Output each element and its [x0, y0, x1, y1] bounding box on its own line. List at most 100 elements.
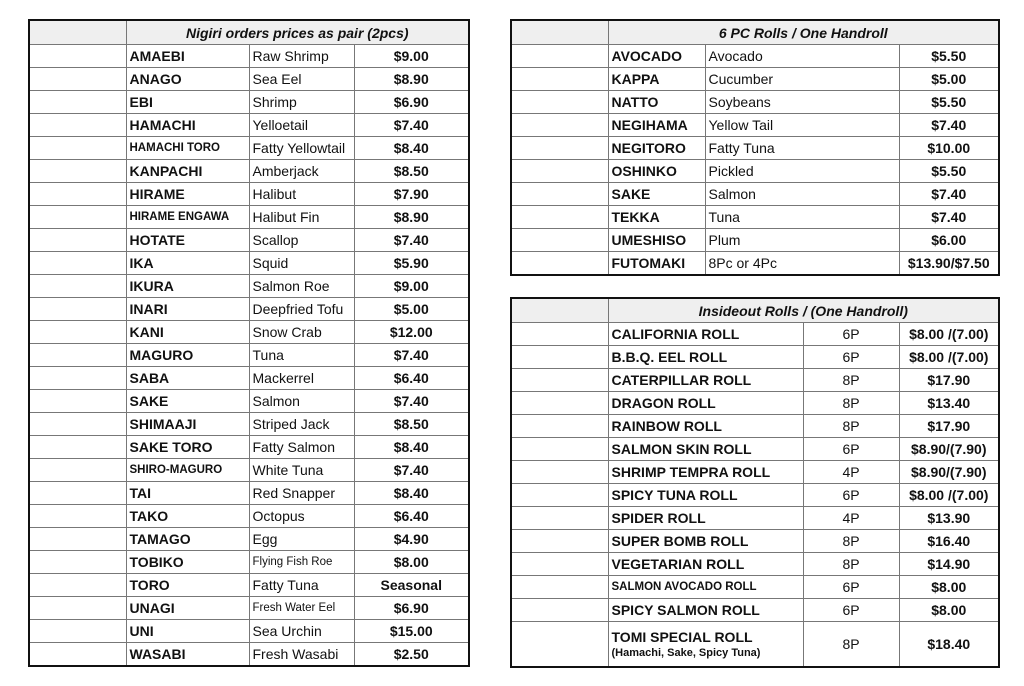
menu-row: HIRAME ENGAWA Halibut Fin $8.90	[28, 205, 470, 229]
menu-row: SHIMAAJI Striped Jack $8.50	[28, 412, 470, 436]
item-name: TOMI SPECIAL ROLL (Hamachi, Sake, Spicy T…	[607, 621, 804, 668]
item-detail: Sea Eel	[248, 67, 355, 91]
blank-cell	[510, 297, 609, 323]
menu-row: TAMAGO Egg $4.90	[28, 527, 470, 551]
item-name-text: HOTATE	[129, 232, 185, 248]
item-detail: 6P	[802, 437, 900, 461]
item-name: INARI	[125, 297, 250, 321]
blank-cell	[28, 596, 127, 620]
item-detail: 8P	[802, 621, 900, 668]
blank-cell	[28, 642, 127, 667]
rolls-table: 6 PC Rolls / One Handroll AVOCADO Avocado $…	[510, 19, 1000, 276]
menu-row: EBI Shrimp $6.90	[28, 90, 470, 114]
item-name-text: UNI	[129, 623, 154, 639]
blank-cell	[28, 113, 127, 137]
item-name: NEGITORO	[607, 136, 706, 160]
item-price: $8.90	[353, 67, 470, 91]
item-detail: Red Snapper	[248, 481, 355, 505]
menu-row: SAKE TORO Fatty Salmon $8.40	[28, 435, 470, 459]
item-name: CALIFORNIA ROLL	[607, 322, 804, 346]
item-detail: Cucumber	[704, 67, 900, 91]
item-name-text: TOBIKO	[129, 554, 184, 570]
blank-cell	[510, 506, 609, 530]
menu-row: TOBIKO Flying Fish Roe $8.00	[28, 550, 470, 574]
item-name: NEGIHAMA	[607, 113, 706, 137]
item-name-text: HIRAME ENGAWA	[129, 211, 230, 223]
item-name: SABA	[125, 366, 250, 390]
item-name-text: UMESHISO	[611, 232, 687, 248]
blank-cell	[28, 251, 127, 275]
blank-cell	[28, 481, 127, 505]
item-name-text: SAKE TORO	[129, 439, 213, 455]
blank-cell	[28, 136, 127, 160]
item-detail: 8P	[802, 391, 900, 415]
menu-row: DRAGON ROLL 8P $13.40	[510, 391, 1000, 415]
item-detail: Mackerrel	[248, 366, 355, 390]
item-name: KAPPA	[607, 67, 706, 91]
item-detail: Salmon Roe	[248, 274, 355, 298]
blank-cell	[510, 414, 609, 438]
blank-cell	[28, 458, 127, 482]
blank-cell	[510, 113, 609, 137]
item-detail: Fatty Salmon	[248, 435, 355, 459]
item-name: AVOCADO	[607, 44, 706, 68]
menu-row: NATTO Soybeans $5.50	[510, 90, 1000, 114]
item-price: $7.40	[898, 182, 1000, 206]
item-detail: 8P	[802, 414, 900, 438]
item-name-text: AVOCADO	[611, 48, 683, 64]
menu-row: UNI Sea Urchin $15.00	[28, 619, 470, 643]
blank-cell	[510, 621, 609, 668]
item-price: $5.00	[353, 297, 470, 321]
item-detail: 6P	[802, 575, 900, 599]
menu-row: UMESHISO Plum $6.00	[510, 228, 1000, 252]
blank-cell	[28, 19, 127, 45]
header-row: Nigiri orders prices as pair (2pcs)	[28, 19, 470, 45]
item-name: EBI	[125, 90, 250, 114]
item-name: DRAGON ROLL	[607, 391, 804, 415]
item-price: $8.00	[353, 550, 470, 574]
item-name: SALMON AVOCADO ROLL	[607, 575, 804, 599]
item-detail: 8P	[802, 552, 900, 576]
menu-row: AVOCADO Avocado $5.50	[510, 44, 1000, 68]
item-detail: Snow Crab	[248, 320, 355, 344]
item-name: TAI	[125, 481, 250, 505]
blank-cell	[510, 575, 609, 599]
menu-row: WASABI Fresh Wasabi $2.50	[28, 642, 470, 667]
item-name-text: OSHINKO	[611, 163, 677, 179]
item-detail: 6P	[802, 345, 900, 369]
item-name: NATTO	[607, 90, 706, 114]
menu-row: HAMACHI TORO Fatty Yellowtail $8.40	[28, 136, 470, 160]
menu-row: SPIDER ROLL 4P $13.90	[510, 506, 1000, 530]
item-detail: Halibut	[248, 182, 355, 206]
menu-row: TEKKA Tuna $7.40	[510, 205, 1000, 229]
item-price: $8.90	[353, 205, 470, 229]
item-detail: Avocado	[704, 44, 900, 68]
menu-row: CATERPILLAR ROLL 8P $17.90	[510, 368, 1000, 392]
item-name: UMESHISO	[607, 228, 706, 252]
item-name-text: TEKKA	[611, 209, 660, 225]
item-price: $13.90	[898, 506, 1000, 530]
item-name: RAINBOW ROLL	[607, 414, 804, 438]
item-detail: Salmon	[704, 182, 900, 206]
header-row: Insideout Rolls / (One Handroll)	[510, 297, 1000, 323]
blank-cell	[510, 437, 609, 461]
item-name-text: RAINBOW ROLL	[611, 418, 722, 434]
blank-cell	[28, 412, 127, 436]
item-detail: 8P	[802, 529, 900, 553]
item-name: SHIRO-MAGURO	[125, 458, 250, 482]
item-name: TAMAGO	[125, 527, 250, 551]
item-name-text: SHRIMP TEMPRA ROLL	[611, 464, 771, 480]
menu-row: SAKE Salmon $7.40	[510, 182, 1000, 206]
blank-cell	[510, 529, 609, 553]
item-price: $8.00 /(7.00)	[898, 345, 1000, 369]
menu-row: TOMI SPECIAL ROLL (Hamachi, Sake, Spicy T…	[510, 621, 1000, 668]
item-name-text: B.B.Q. EEL ROLL	[611, 349, 728, 365]
item-price: $5.00	[898, 67, 1000, 91]
item-detail: Sea Urchin	[248, 619, 355, 643]
item-price: $8.00	[898, 575, 1000, 599]
menu-row: IKA Squid $5.90	[28, 251, 470, 275]
item-detail: Deepfried Tofu	[248, 297, 355, 321]
blank-cell	[28, 228, 127, 252]
item-detail: Fatty Tuna	[248, 573, 355, 597]
blank-cell	[510, 205, 609, 229]
